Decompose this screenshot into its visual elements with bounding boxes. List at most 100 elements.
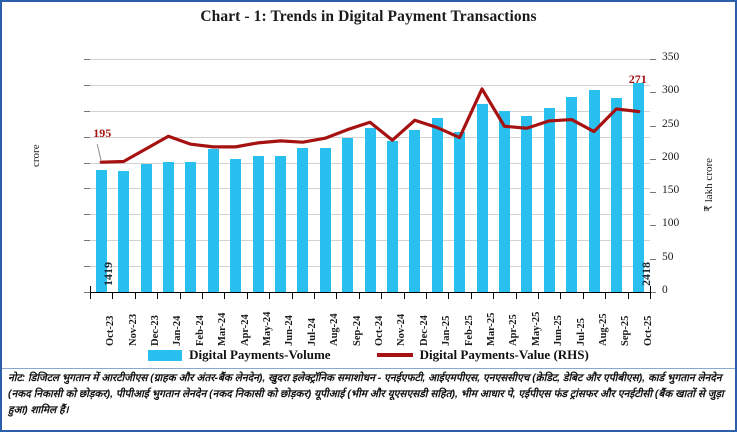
x-tickmark (112, 292, 114, 299)
x-tickmark (448, 292, 450, 299)
x-label-Feb-25: Feb-25 (463, 315, 475, 346)
x-tickmark (314, 292, 315, 299)
value-line (99, 87, 641, 164)
right-tick-label: 0 (662, 284, 668, 296)
bar-Apr-24 (230, 158, 242, 292)
left-tickmark (84, 162, 90, 164)
x-axis-tickmarks (90, 292, 651, 300)
x-tickmark (470, 292, 472, 299)
x-tickmark (179, 292, 181, 299)
x-tickmark (336, 292, 338, 299)
left-tickmark (84, 136, 90, 138)
bar-Dec-23 (140, 163, 152, 292)
bar-Mar-25 (476, 104, 488, 292)
bar-Oct-25 (633, 83, 645, 292)
x-tickmark (605, 292, 607, 299)
gridline-2400 (90, 84, 650, 86)
legend-item-value: Digital Payments-Value (RHS) (376, 347, 589, 363)
line-series (96, 87, 641, 164)
bar-Jul-24 (297, 148, 309, 292)
right-tick-label: 150 (662, 184, 680, 197)
bar-Aug-25 (588, 90, 600, 292)
x-label-Aug-24: Aug-24 (329, 313, 341, 346)
x-label-Sep-24: Sep-24 (351, 315, 363, 346)
bar-Aug-24 (319, 147, 331, 292)
chart-title: Chart - 1: Trends in Digital Payment Tra… (200, 8, 537, 25)
x-label-Jan-25: Jan-25 (441, 315, 453, 346)
x-label-Jan-24: Jan-24 (172, 315, 184, 346)
x-label-Aug-25: Aug-25 (598, 313, 609, 346)
right-tick-label: 350 (662, 51, 680, 63)
left-tickmark (84, 110, 90, 112)
x-tickmark (538, 292, 539, 299)
x-tickmark (515, 292, 517, 299)
legend-label-value: Digital Payments-Value (RHS) (419, 347, 589, 362)
plot-area: 0300600900120015001800210024002700 05010… (84, 51, 679, 296)
x-tickmark (403, 292, 405, 299)
x-tickmark (627, 292, 629, 299)
bar-Sep-24 (342, 137, 354, 292)
x-label-Mar-24: Mar-24 (217, 312, 229, 346)
legend-bar-swatch (148, 349, 183, 361)
x-tickmark (560, 292, 562, 299)
x-label-Feb-24: Feb-24 (194, 315, 206, 346)
x-label-Jun-24: Jun-24 (284, 315, 296, 346)
x-label-Apr-25: Apr-25 (508, 314, 520, 346)
x-tickmark (246, 292, 248, 299)
label-first-volume: 1419 (101, 262, 116, 286)
left-tickmark (84, 84, 90, 86)
bar-Oct-24 (364, 127, 376, 292)
label-first-value: 195 (93, 126, 112, 141)
right-tickmark (650, 225, 656, 227)
left-tickmark (84, 292, 90, 293)
chart-footnote: नोट: डिजिटल भुगतान में आरटीजीएस (ग्राहक … (8, 373, 724, 417)
x-label-Nov-24: Nov-24 (396, 313, 408, 346)
right-tick-label: 300 (662, 84, 680, 97)
x-axis-right-cap (650, 286, 651, 293)
bar-Jun-24 (274, 155, 286, 292)
right-tickmark (650, 158, 656, 160)
right-tickmark (650, 92, 656, 94)
x-label-Oct-24: Oct-24 (374, 315, 385, 346)
x-tickmark (493, 292, 495, 299)
bar-May-24 (252, 156, 264, 292)
right-tickmark (650, 125, 656, 127)
right-tickmark (650, 59, 656, 60)
x-label-Dec-23: Dec-23 (150, 315, 161, 346)
left-tickmark (84, 188, 90, 190)
legend-item-volume: Digital Payments-Volume (148, 347, 331, 363)
x-tickmark (291, 292, 293, 299)
x-tickmark (157, 292, 159, 299)
x-tickmark (90, 292, 91, 299)
x-label-Sep-25: Sep-25 (620, 315, 632, 346)
bar-Mar-24 (207, 149, 219, 292)
bar-Nov-24 (386, 141, 398, 292)
gridline-2700 (90, 59, 650, 60)
right-tickmark (650, 292, 656, 293)
x-label-May-25: May-25 (530, 311, 542, 346)
bar-Feb-24 (185, 161, 197, 292)
left-tickmark (84, 59, 90, 60)
bar-Nov-23 (118, 170, 130, 292)
x-label-Jun-25: Jun-25 (553, 315, 565, 346)
x-tickmark (381, 292, 383, 299)
x-axis-left-cap (90, 286, 91, 293)
footnote-separator (2, 368, 735, 369)
x-tickmark (224, 292, 226, 299)
right-tickmark (650, 192, 656, 194)
bar-Jan-25 (431, 118, 443, 292)
x-label-Apr-24: Apr-24 (239, 314, 251, 346)
bar-May-25 (521, 115, 533, 292)
chart-legend: Digital Payments-Volume Digital Payments… (2, 347, 735, 363)
left-tickmark (84, 240, 90, 242)
right-tickmark (650, 258, 656, 260)
bar-Apr-25 (498, 111, 510, 292)
x-label-Jul-25: Jul-25 (575, 317, 587, 346)
x-label-Oct-23: Oct-23 (105, 315, 117, 346)
bar-series (90, 59, 650, 292)
right-tick-label: 50 (662, 250, 674, 263)
x-tickmark (650, 292, 651, 299)
bar-Sep-25 (610, 97, 622, 292)
right-tick-label: 200 (662, 150, 680, 163)
